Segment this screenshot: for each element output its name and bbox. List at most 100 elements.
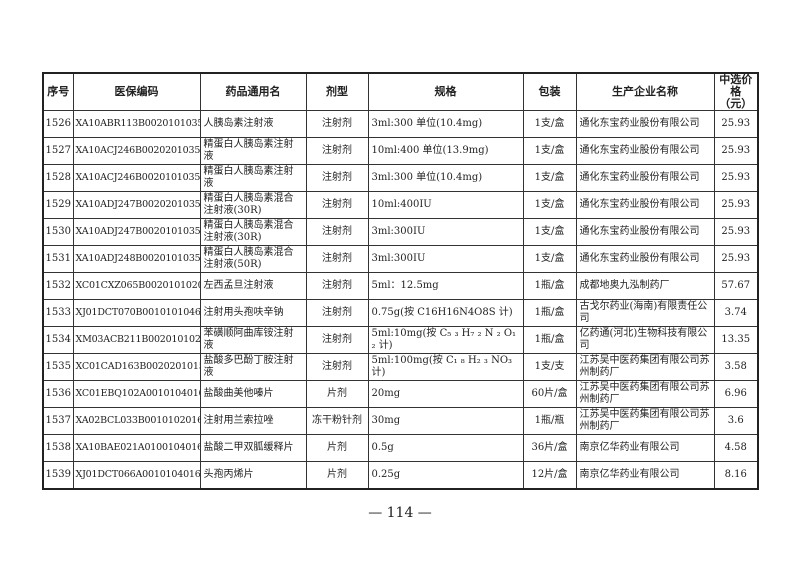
cell-specification: 0.75g(按 C16H16N4O8S 计) — [367, 299, 524, 327]
cell-package: 1瓶/瓶 — [522, 407, 577, 435]
cell-price: 25.93 — [713, 218, 759, 246]
cell-drug-name: 注射用头孢呋辛钠 — [199, 299, 307, 327]
cell-drug-name: 盐酸曲美他嗪片 — [199, 380, 307, 408]
cell-specification: 3ml:300IU — [367, 218, 524, 246]
cell-manufacturer: 亿药通(河北)生物科技有限公司 — [575, 326, 715, 354]
cell-insurance-code: XC01EBQ102A001010401645 — [72, 380, 201, 408]
header-col-drug-name: 药品通用名 — [199, 72, 307, 111]
cell-drug-name: 人胰岛素注射液 — [199, 110, 307, 138]
cell-manufacturer: 成都地奥九泓制药厂 — [575, 272, 715, 300]
table-row: 1534XM03ACB211B002010102690苯磺顺阿曲库铵注射液注射剂… — [42, 326, 759, 354]
cell-manufacturer: 江苏吴中医药集团有限公司苏州制药厂 — [575, 407, 715, 435]
table-row: 1530 XA10ADJ247B002010103546 精蛋白人胰岛素混合注射液(… — [42, 218, 759, 246]
cell-manufacturer: 南京亿华药业有限公司 — [575, 461, 715, 490]
cell-specification: 3ml:300 单位(10.4mg) — [367, 110, 524, 138]
cell-package: 1瓶/盒 — [522, 272, 577, 300]
cell-drug-name: 精蛋白人胰岛素注射液 — [199, 164, 307, 192]
cell-serial: 1533 — [42, 299, 74, 327]
cell-price: 25.93 — [713, 110, 759, 138]
cell-insurance-code: XA10ABR113B002010103546 — [72, 110, 201, 138]
header-col-price: 中选价格（元） — [713, 72, 759, 111]
cell-serial: 1538 — [42, 434, 74, 462]
cell-insurance-code: XA10ADJ248B002010103546 — [72, 245, 201, 273]
cell-serial: 1539 — [42, 461, 74, 490]
table-row: 1529 XA10ADJ247B002020103546 精蛋白人胰岛素混合注射液(… — [42, 191, 759, 219]
cell-package: 1支/盒 — [522, 137, 577, 165]
cell-drug-name: 注射用兰索拉唑 — [199, 407, 307, 435]
cell-price: 3.58 — [713, 353, 759, 381]
header-col-specification: 规格 — [367, 72, 524, 111]
cell-price: 6.96 — [713, 380, 759, 408]
cell-drug-name: 精蛋白人胰岛素混合注射液(50R) — [199, 245, 307, 273]
cell-drug-name: 精蛋白人胰岛素混合注射液(30R) — [199, 191, 307, 219]
cell-insurance-code: XA10ADJ247B002020103546 — [72, 191, 201, 219]
cell-price: 4.58 — [713, 434, 759, 462]
table-header-row: 序号 医保编码 药品通用名 剂型 规格 包装 生产企业名称 中选价格（元） — [42, 72, 759, 111]
cell-insurance-code: XM03ACB211B002010102690 — [72, 326, 201, 354]
table-row: 1535XC01CAD163B002020101504盐酸多巴酚丁胺注射液注射剂… — [42, 353, 759, 381]
cell-package: 12片/盒 — [522, 461, 577, 490]
cell-specification: 3ml:300 单位(10.4mg) — [367, 164, 524, 192]
cell-manufacturer: 南京亿华药业有限公司 — [575, 434, 715, 462]
header-col-serial: 序号 — [42, 72, 74, 111]
header-col-package: 包装 — [522, 72, 577, 111]
table-row: 1528 XA10ACJ246B002010103546 精蛋白人胰岛素注射液 注射剂… — [42, 164, 759, 192]
drug-price-table: 序号 医保编码 药品通用名 剂型 规格 包装 生产企业名称 中选价格（元） 1526 XA10A… — [42, 72, 759, 490]
cell-manufacturer: 江苏吴中医药集团有限公司苏州制药厂 — [575, 380, 715, 408]
cell-manufacturer: 通化东宝药业股份有限公司 — [575, 218, 715, 246]
cell-package: 1支/盒 — [522, 191, 577, 219]
cell-dosage-form: 注射剂 — [305, 164, 369, 192]
cell-serial: 1527 — [42, 137, 74, 165]
cell-price: 25.93 — [713, 164, 759, 192]
header-col-dosage-form: 剂型 — [305, 72, 369, 111]
cell-specification: 0.25g — [367, 461, 524, 490]
cell-dosage-form: 注射剂 — [305, 245, 369, 273]
cell-drug-name: 精蛋白人胰岛素混合注射液(30R) — [199, 218, 307, 246]
cell-manufacturer: 通化东宝药业股份有限公司 — [575, 191, 715, 219]
cell-price: 3.74 — [713, 299, 759, 327]
table-row: 1536XC01EBQ102A001010401645盐酸曲美他嗪片片剂20mg… — [42, 380, 759, 408]
cell-serial: 1526 — [42, 110, 74, 138]
cell-insurance-code: XJ01DCT070B001010104612 — [72, 299, 201, 327]
cell-price: 8.16 — [713, 461, 759, 490]
cell-specification: 5ml:100mg(按 C₁ ₈ H₂ ₃ NO₃ 计) — [367, 353, 524, 381]
cell-dosage-form: 片剂 — [305, 434, 369, 462]
cell-specification: 10ml:400 单位(13.9mg) — [367, 137, 524, 165]
cell-dosage-form: 注射剂 — [305, 137, 369, 165]
cell-package: 1支/盒 — [522, 245, 577, 273]
cell-drug-name: 盐酸多巴酚丁胺注射液 — [199, 353, 307, 381]
cell-serial: 1535 — [42, 353, 74, 381]
cell-specification: 20mg — [367, 380, 524, 408]
table-row: 1539 XJ01DCT066A001010401604 头孢丙烯片 片剂 0.25g 1… — [42, 461, 759, 490]
page-number: — 114 — — [368, 505, 432, 521]
cell-drug-name: 左西孟旦注射液 — [199, 272, 307, 300]
table-row: 1526XA10ABR113B002010103546人胰岛素注射液注射剂3ml… — [42, 110, 759, 138]
cell-specification: 30mg — [367, 407, 524, 435]
cell-dosage-form: 片剂 — [305, 380, 369, 408]
cell-specification: 5ml：12.5mg — [367, 272, 524, 300]
cell-price: 3.6 — [713, 407, 759, 435]
cell-package: 36片/盒 — [522, 434, 577, 462]
cell-drug-name: 精蛋白人胰岛素注射液 — [199, 137, 307, 165]
cell-package: 1支/盒 — [522, 218, 577, 246]
cell-insurance-code: XA10ACJ246B002020103546 — [72, 137, 201, 165]
cell-package: 1支/支 — [522, 353, 577, 381]
cell-dosage-form: 注射剂 — [305, 353, 369, 381]
cell-specification: 0.5g — [367, 434, 524, 462]
cell-specification: 5ml:10mg(按 C₅ ₃ H₇ ₂ N ₂ O₁ ₂ 计) — [367, 326, 524, 354]
cell-manufacturer: 通化东宝药业股份有限公司 — [575, 164, 715, 192]
cell-dosage-form: 注射剂 — [305, 299, 369, 327]
header-col-manufacturer: 生产企业名称 — [575, 72, 715, 111]
cell-price: 57.67 — [713, 272, 759, 300]
cell-price: 25.93 — [713, 137, 759, 165]
cell-insurance-code: XA10BAE021A010010401604 — [72, 434, 201, 462]
cell-dosage-form: 注射剂 — [305, 218, 369, 246]
cell-serial: 1531 — [42, 245, 74, 273]
cell-specification: 10ml:400IU — [367, 191, 524, 219]
cell-package: 60片/盒 — [522, 380, 577, 408]
cell-dosage-form: 冻干粉针剂 — [305, 407, 369, 435]
cell-package: 1支/盒 — [522, 164, 577, 192]
cell-insurance-code: XC01CAD163B002020101504 — [72, 353, 201, 381]
cell-insurance-code: XA10ACJ246B002010103546 — [72, 164, 201, 192]
header-col-insurance-code: 医保编码 — [72, 72, 201, 111]
